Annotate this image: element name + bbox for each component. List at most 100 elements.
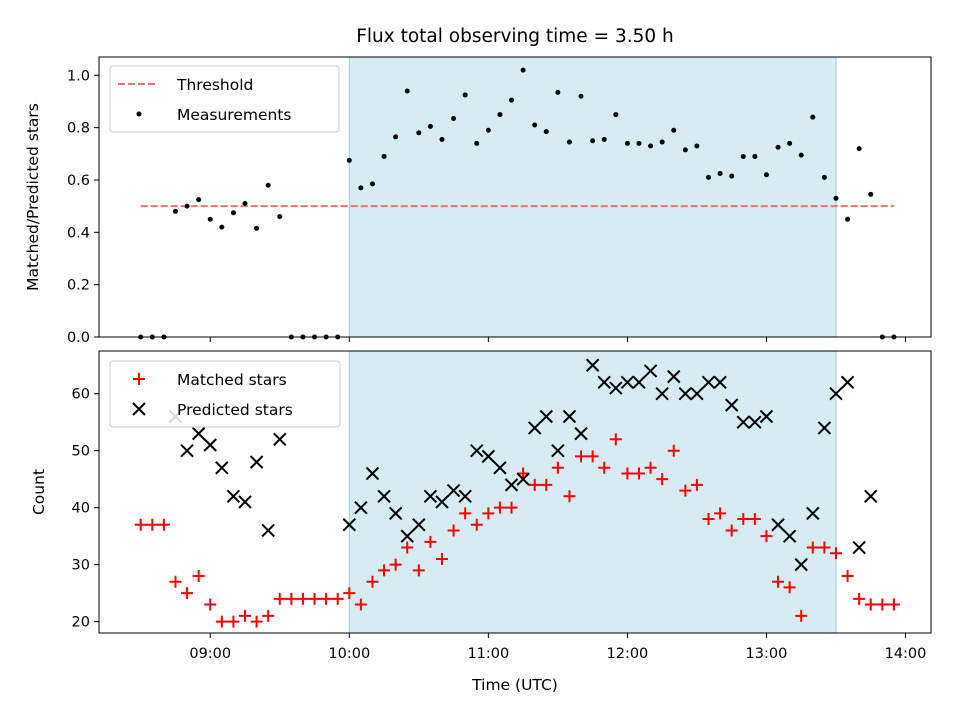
measurement-point xyxy=(184,203,190,209)
predicted-star-point xyxy=(273,432,287,447)
measurement-point xyxy=(682,147,688,153)
bottom-x-axis-label: Time (UTC) xyxy=(471,676,558,694)
matched-star-point xyxy=(772,575,785,588)
measurement-point xyxy=(578,93,584,99)
matched-star-point xyxy=(864,598,877,611)
predicted-star-point xyxy=(597,375,611,390)
matched-star-point xyxy=(389,558,402,571)
matched-star-point xyxy=(876,598,889,611)
matched-star-point xyxy=(505,501,518,514)
predicted-star-point xyxy=(238,495,252,509)
measurement-point xyxy=(242,201,248,207)
matched-star-point xyxy=(853,592,866,605)
predicted-star-point xyxy=(203,438,217,452)
measurement-point xyxy=(369,181,375,187)
measurement-point xyxy=(230,210,236,216)
measurement-point xyxy=(787,140,793,146)
bottom-shaded-span xyxy=(349,351,836,633)
matched-star-point xyxy=(262,609,275,622)
matched-star-point xyxy=(644,461,657,474)
y-tick-label: 40 xyxy=(72,501,90,517)
x-tick-label: 13:00 xyxy=(746,646,788,662)
top-chart-title: Flux total observing time = 3.50 h xyxy=(356,26,674,47)
measurement-point xyxy=(740,153,746,159)
matched-star-point xyxy=(551,461,564,474)
y-tick-label: 30 xyxy=(72,558,90,574)
matched-star-point xyxy=(169,575,182,588)
bottom-legend: Matched stars Predicted stars xyxy=(109,360,341,428)
measurement-point xyxy=(543,129,549,135)
measurement-point xyxy=(856,146,862,152)
x-tick-label: 14:00 xyxy=(885,646,927,662)
matched-star-point xyxy=(250,615,263,628)
y-tick-label: 20 xyxy=(72,615,90,631)
matched-legend-label: Matched stars xyxy=(177,371,287,389)
predicted-star-point xyxy=(759,409,774,424)
matched-star-point xyxy=(146,518,159,531)
measurement-point xyxy=(497,112,503,118)
predicted-star-point xyxy=(736,415,750,429)
x-tick-label: 09:00 xyxy=(189,646,231,662)
y-tick-label: 0.0 xyxy=(67,330,90,346)
matched-star-point xyxy=(296,592,309,605)
matched-star-point xyxy=(829,547,842,560)
measurement-point xyxy=(868,191,874,197)
measurement-point xyxy=(346,157,352,163)
matched-star-point xyxy=(285,592,298,605)
measurement-point xyxy=(555,89,561,95)
predicted-star-point xyxy=(562,409,577,424)
measurement-point xyxy=(509,97,515,103)
predicted-star-point xyxy=(748,415,762,429)
matched-star-points xyxy=(134,433,900,628)
matched-star-point xyxy=(806,541,819,554)
measurement-point xyxy=(601,136,607,142)
matched-star-point xyxy=(621,467,634,480)
predicted-star-point xyxy=(516,472,530,486)
matched-star-point xyxy=(598,461,611,474)
matched-star-point xyxy=(354,598,367,611)
matched-star-point xyxy=(714,507,727,520)
matched-star-point xyxy=(493,501,506,514)
matched-star-point xyxy=(783,581,796,594)
matched-star-point xyxy=(435,552,448,565)
matched-star-point xyxy=(632,467,645,480)
matched-star-point xyxy=(679,484,692,497)
matched-star-point xyxy=(528,478,541,491)
predicted-star-point xyxy=(365,466,380,481)
matched-star-point xyxy=(157,518,170,531)
predicted-star-point xyxy=(655,387,669,401)
matched-star-point xyxy=(887,598,900,611)
matched-star-point xyxy=(841,570,854,583)
predicted-star-point xyxy=(864,489,878,503)
predicted-star-point xyxy=(632,375,646,390)
measurement-point xyxy=(219,224,225,230)
matched-star-point xyxy=(424,535,437,548)
predicted-star-point xyxy=(470,443,484,458)
matched-star-point xyxy=(192,570,205,583)
measurement-point xyxy=(706,174,712,180)
predicted-star-point xyxy=(249,455,264,469)
predicted-star-point xyxy=(771,518,785,532)
predicted-star-point xyxy=(215,461,229,475)
top-shaded-span xyxy=(349,57,836,337)
matched-star-point xyxy=(227,615,240,628)
predicted-star-point xyxy=(585,358,600,372)
predicted-star-point xyxy=(527,421,542,435)
measurement-point xyxy=(474,140,480,146)
measurement-point xyxy=(393,134,399,140)
measurement-point xyxy=(775,144,781,150)
measurement-point xyxy=(752,153,758,159)
predicted-star-point xyxy=(342,518,357,532)
measurement-point xyxy=(810,114,816,120)
y-tick-label: 0.4 xyxy=(67,225,90,241)
predicted-star-point xyxy=(724,398,739,412)
bottom-axes-frame xyxy=(98,350,932,634)
measurement-point xyxy=(845,216,851,222)
measurement-point xyxy=(254,225,260,231)
matched-star-point xyxy=(331,592,344,605)
predicted-star-point xyxy=(574,426,588,441)
top-y-axis: 0.0 0.2 0.4 0.6 0.8 1.0 xyxy=(67,68,99,346)
matched-star-point xyxy=(459,507,472,520)
predicted-star-point xyxy=(539,409,553,424)
